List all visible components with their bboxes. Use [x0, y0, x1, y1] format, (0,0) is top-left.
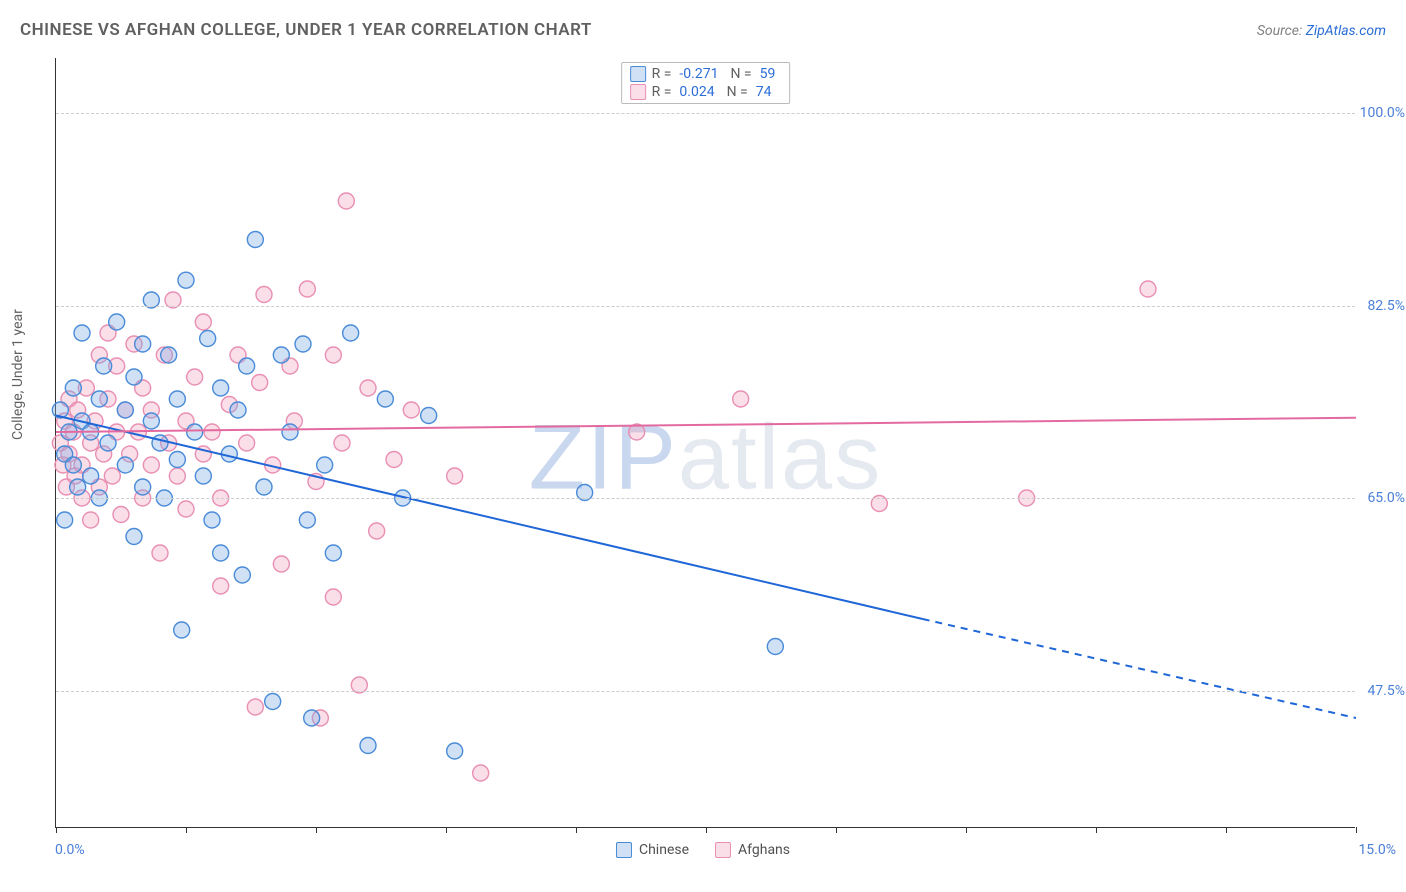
x-tick	[576, 827, 577, 833]
x-tick	[1096, 827, 1097, 833]
y-tick-label: 82.5%	[1367, 298, 1405, 314]
gridline	[56, 113, 1355, 114]
stats-legend: R =-0.271N =59R =0.024N =74	[621, 62, 791, 104]
trend-line-dashed	[923, 619, 1356, 718]
y-tick-label: 100.0%	[1360, 105, 1405, 121]
series-legend: Chinese Afghans	[616, 842, 790, 858]
x-axis-min-label: 0.0%	[55, 842, 85, 858]
y-axis-label: College, Under 1 year	[10, 309, 26, 440]
trend-line	[56, 418, 1356, 432]
legend-label: Chinese	[639, 842, 689, 858]
x-tick	[836, 827, 837, 833]
x-tick	[316, 827, 317, 833]
stats-row: R =0.024N =74	[628, 83, 784, 101]
legend-swatch	[715, 842, 731, 858]
x-axis-max-label: 15.0%	[1358, 842, 1396, 858]
trend-layer	[56, 58, 1355, 827]
gridline	[56, 498, 1355, 499]
x-tick	[56, 827, 57, 833]
gridline	[56, 691, 1355, 692]
y-tick-label: 65.0%	[1367, 490, 1405, 506]
y-tick-label: 47.5%	[1367, 683, 1405, 699]
x-tick	[186, 827, 187, 833]
trend-line-solid	[56, 416, 923, 620]
x-tick	[446, 827, 447, 833]
x-tick	[706, 827, 707, 833]
source-link[interactable]: ZipAtlas.com	[1306, 23, 1386, 39]
x-tick	[1226, 827, 1227, 833]
x-tick	[966, 827, 967, 833]
legend-label: Afghans	[738, 842, 790, 858]
legend-item: Afghans	[715, 842, 790, 858]
legend-item: Chinese	[616, 842, 689, 858]
source-credit: Source: ZipAtlas.com	[1257, 23, 1386, 39]
legend-swatch	[616, 842, 632, 858]
x-tick	[1356, 827, 1357, 833]
stats-row: R =-0.271N =59	[628, 65, 784, 83]
gridline	[56, 306, 1355, 307]
legend-swatch	[630, 84, 646, 100]
plot-area: ZIPatlas R =-0.271N =59R =0.024N =74 100…	[55, 58, 1355, 828]
legend-swatch	[630, 66, 646, 82]
chart-title: CHINESE VS AFGHAN COLLEGE, UNDER 1 YEAR …	[20, 20, 592, 40]
